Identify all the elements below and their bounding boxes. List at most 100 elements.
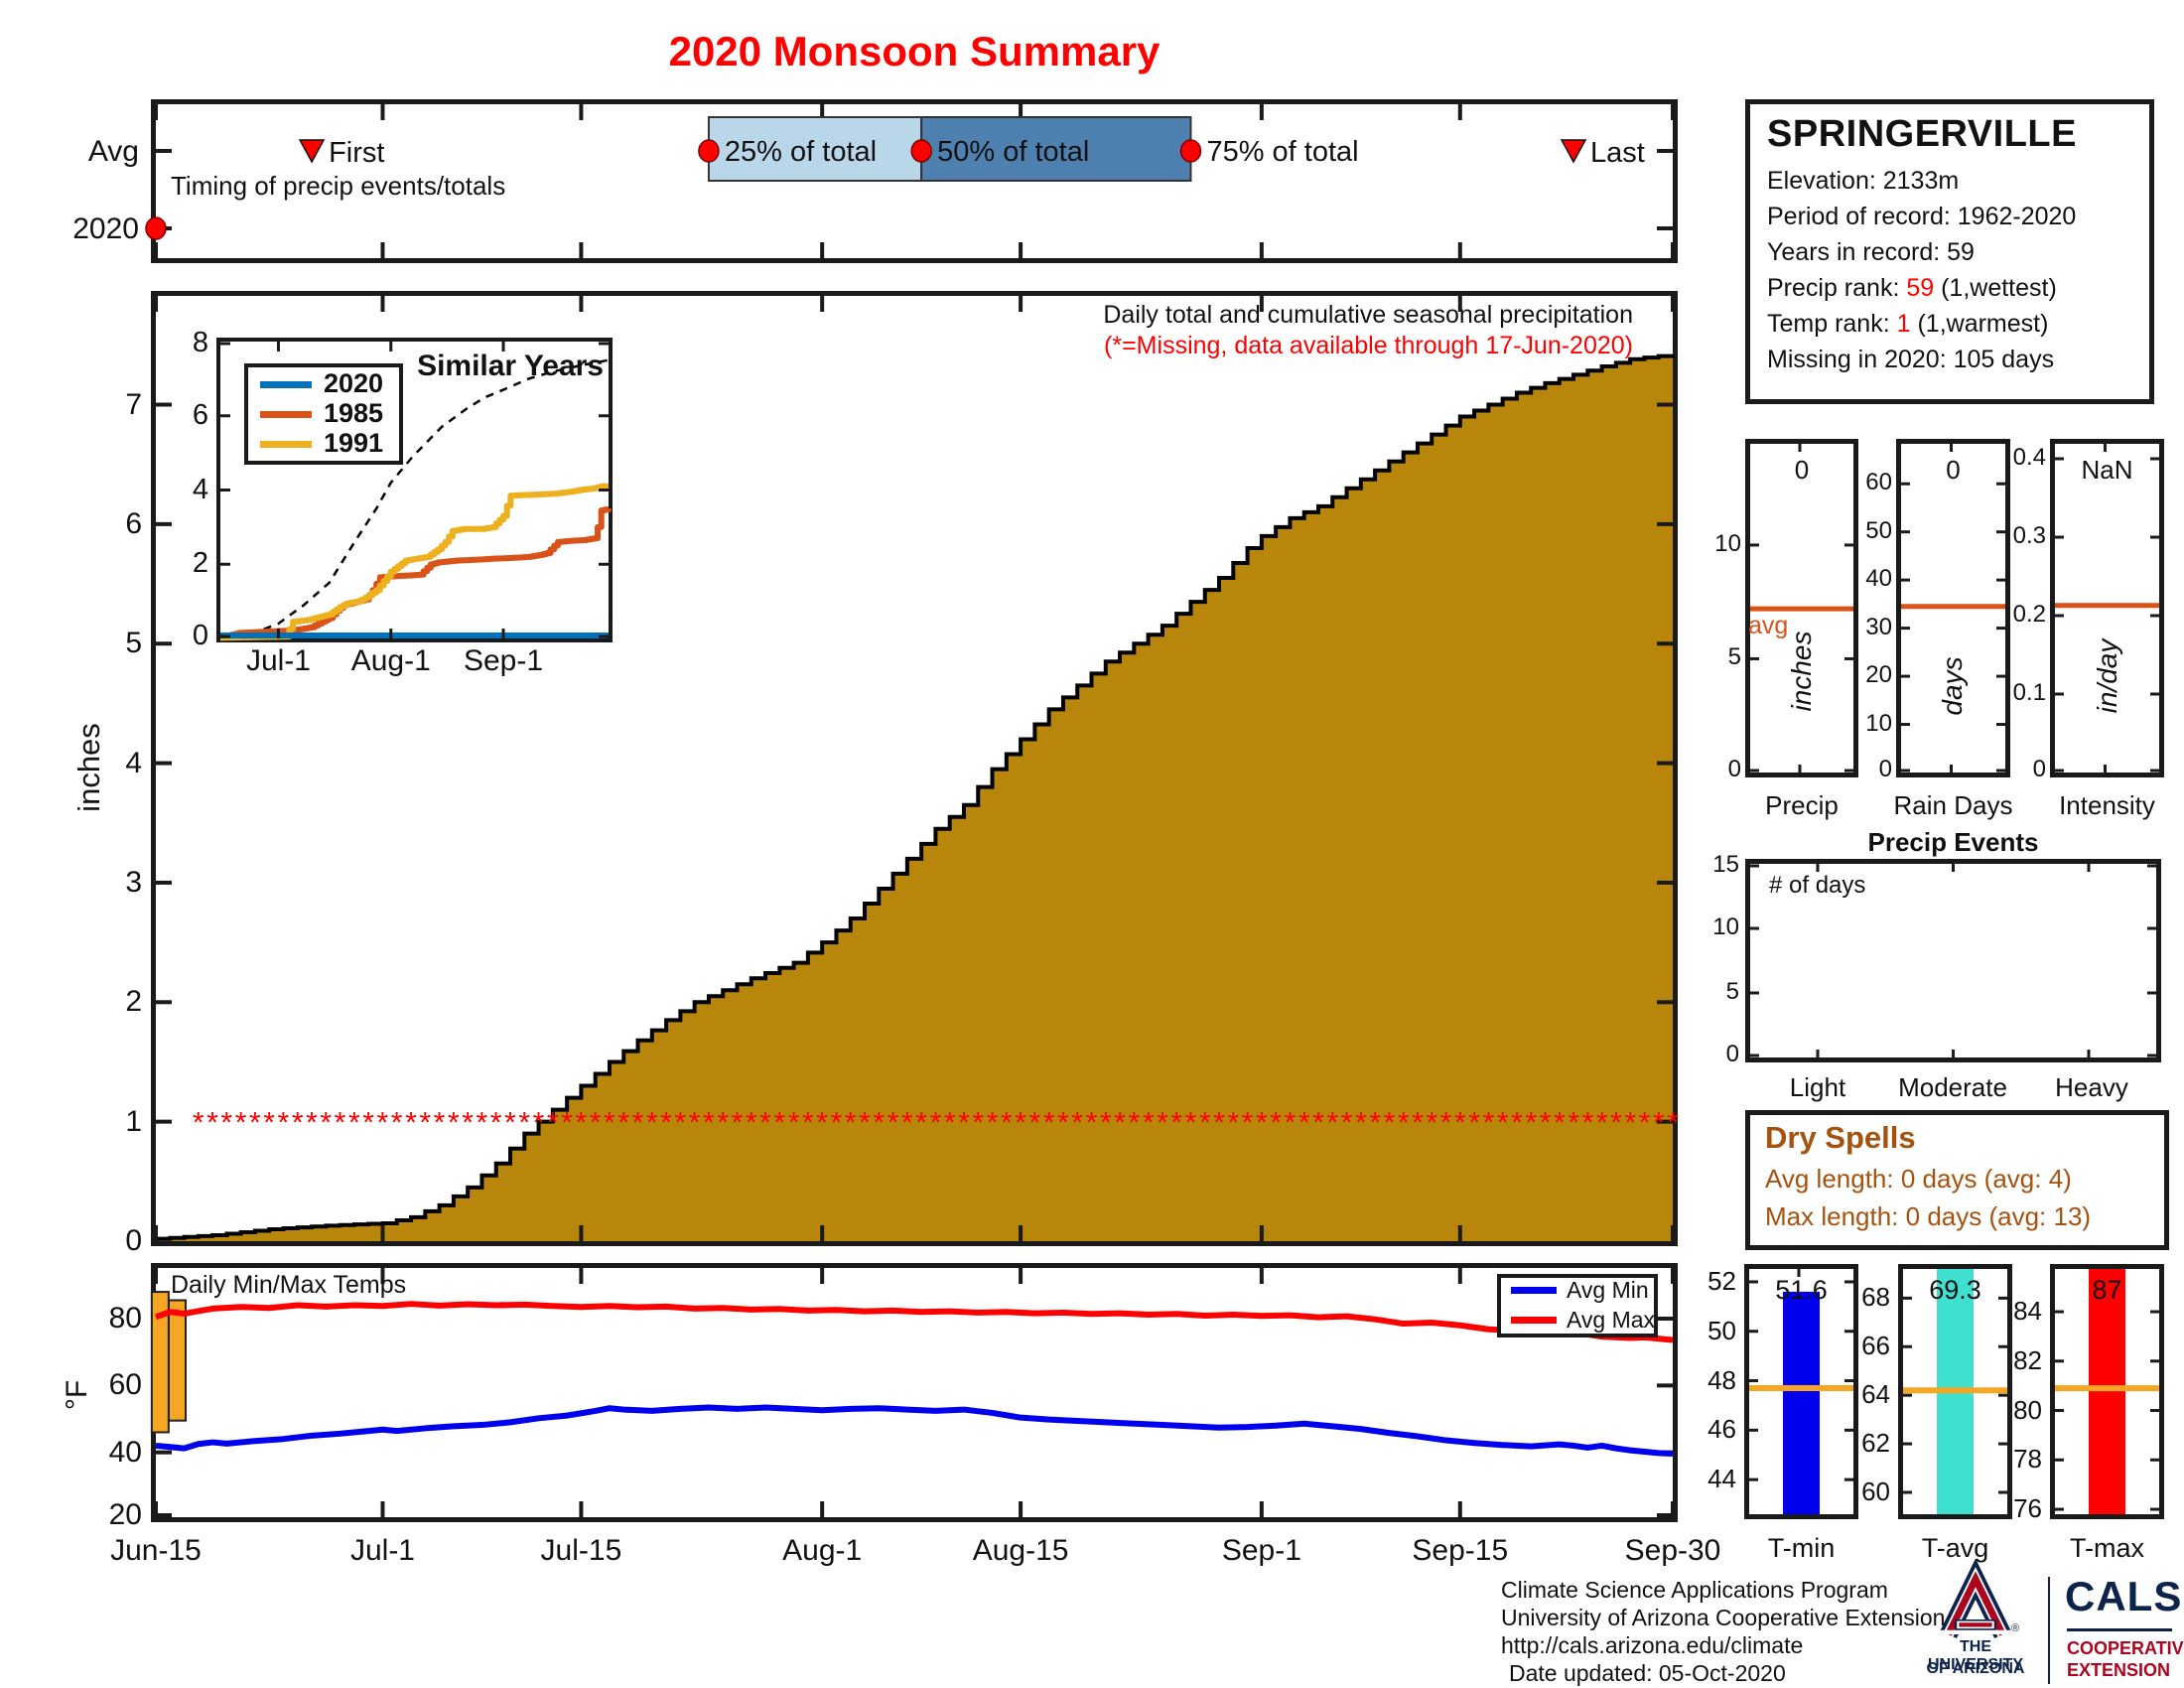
mini-ytick-label: 40 [1865,565,1892,593]
precip-events-plot [1750,864,2156,1057]
t-ytick-label: 68 [1861,1282,1890,1313]
precip-rank-label: Precip rank: [1767,274,1907,302]
legend-label-2020: 2020 [324,368,384,398]
dry-spells-line1: Avg length: 0 days (avg: 4) [1765,1164,2072,1194]
main-ytick-label: 1 [125,1104,142,1138]
precip-rank-rest: (1,wettest) [1934,274,2057,302]
t-ytick-label: 50 [1707,1315,1736,1345]
t-ytick-label: 80 [2013,1394,2042,1425]
precip-unit-label: inches [1786,631,1817,712]
similar-years-plot [219,342,612,641]
precip-rank-value: 59 [1906,274,1935,302]
mini-ytick-label: 10 [1714,529,1741,557]
dry-spells-title: Dry Spells [1765,1120,1916,1155]
temp-rank-label: Temp rank: [1767,310,1897,338]
station-missing: Missing in 2020: 105 days [1767,346,2055,373]
first-marker-label: First [329,137,384,169]
precip-events-frame [1745,859,2161,1062]
temp-ytick-label: 20 [108,1498,142,1531]
q75-label: 75% of total [1206,136,1358,168]
cals-coop-line1: COOPERATIVE [2067,1638,2184,1658]
t-ytick-label: 76 [2013,1493,2042,1524]
mini-ytick-label: 0 [2032,756,2046,782]
intensity-mini-plot [2055,444,2159,773]
station-precip-rank: Precip rank: 59 (1,wettest) [1767,274,2057,303]
footer-line2: University of Arizona Cooperative Extens… [1501,1605,1946,1630]
t-ytick-label: 52 [1707,1265,1736,1296]
tmax-x-label: T-max [2069,1533,2144,1563]
precip-mini-plot [1750,444,1853,773]
timing-row-label-avg: Avg [87,135,139,168]
last-marker-label: Last [1590,137,1645,169]
series-average-dashed [219,358,610,640]
precip-avg-label: avg [1748,612,1789,639]
mini-ytick-label: 5 [1727,643,1741,671]
mini-ytick-label: 0.4 [2012,444,2046,471]
precip-value: 0 [1794,455,1810,485]
station-name: SPRINGERVILLE [1767,113,2077,155]
temp-ytick-label: 40 [108,1435,142,1469]
first-event-marker [298,139,326,164]
main-chart-plot: ****************************************… [154,296,1679,1241]
timing-row-label-2020: 2020 [72,212,139,245]
legend-swatch-avg-min [1511,1287,1557,1294]
t-ytick-label: 78 [2013,1444,2042,1475]
precip-events-annotation: # of days [1769,872,1866,899]
q25-q50-box [707,116,923,182]
inset-xtick-label: Aug-1 [350,644,431,677]
logo-divider [2048,1577,2050,1684]
t-ytick-label: 64 [1861,1379,1890,1410]
tavg-value: 69.3 [1929,1275,1981,1305]
mini-ytick-label: 0 [1878,756,1892,782]
legend-swatch-2020 [260,381,312,388]
q50-q75-box [920,116,1192,182]
inset-xtick-label: Jul-1 [245,644,311,677]
temp-panel-plot [150,1268,1675,1517]
timing-panel-plot: First Last 25% of total 50% of total 75% of … [145,104,1675,258]
temp-xtick-label: Jun-15 [110,1534,202,1567]
temp-legend [1497,1274,1658,1337]
inset-ytick-label: 0 [192,620,208,651]
observed-temp-range-bar [167,1299,187,1422]
series-1985 [220,506,612,641]
mini-ytick-label: 30 [1865,613,1892,640]
precip-events-cat-moderate: Moderate [1898,1072,2007,1102]
mini-ytick-label: 10 [1865,709,1892,737]
legend-swatch-1991 [260,441,312,448]
temp-xtick-label: Sep-15 [1412,1534,1509,1567]
mini-ytick-label: 0.2 [2012,601,2046,628]
tmax-plot [2055,1269,2159,1514]
ua-name-line1: THE UNIVERSITY [1927,1638,2023,1673]
station-temp-rank: Temp rank: 1 (1,warmest) [1767,310,2048,339]
tavg-x-label: T-avg [1921,1533,1989,1563]
precip-events-title: Precip Events [1867,827,2039,857]
missing-data-note: (*=Missing, data available through 17-Ju… [1104,332,1633,359]
t-ytick-label: 82 [2013,1344,2042,1375]
temp-xtick-label: Jul-1 [349,1534,415,1567]
last-event-marker [1560,139,1587,164]
mini-ytick-label: 60 [1865,469,1892,496]
inset-ytick-label: 8 [192,327,208,358]
legend-label-1991: 1991 [324,428,384,458]
dry-spells-line2: Max length: 0 days (avg: 13) [1765,1201,2092,1231]
main-chart-annotation: Daily total and cumulative seasonal prec… [1103,301,1633,329]
footer-date-updated: Date updated: 05-Oct-2020 [1509,1660,1786,1686]
temp-annotation: Daily Min/Max Temps [171,1271,407,1299]
temp-ytick-label: 80 [108,1301,142,1335]
ua-registered-mark: ® [2011,1622,2020,1634]
temp-xtick-label: Aug-15 [972,1534,1069,1567]
intensity-mini-frame [2050,439,2164,777]
main-ytick-label: 5 [125,627,142,660]
series-avg-max [154,1301,1674,1343]
main-ytick-label: 2 [125,985,142,1019]
mini-ytick-label: 0.3 [2012,522,2046,549]
missing-day-markers: ****************************************… [193,1107,1679,1140]
intensity-unit-label: in/day [2092,638,2122,714]
q50-label: 50% of total [937,136,1089,168]
cals-coop-line2: EXTENSION [2067,1660,2171,1680]
raindays-x-label: Rain Days [1893,790,2013,820]
mini-ytick-label: 0.1 [2012,679,2046,706]
mini-ytick-label: 20 [1865,661,1892,689]
footer-url: http://cals.arizona.edu/climate [1501,1632,1804,1658]
